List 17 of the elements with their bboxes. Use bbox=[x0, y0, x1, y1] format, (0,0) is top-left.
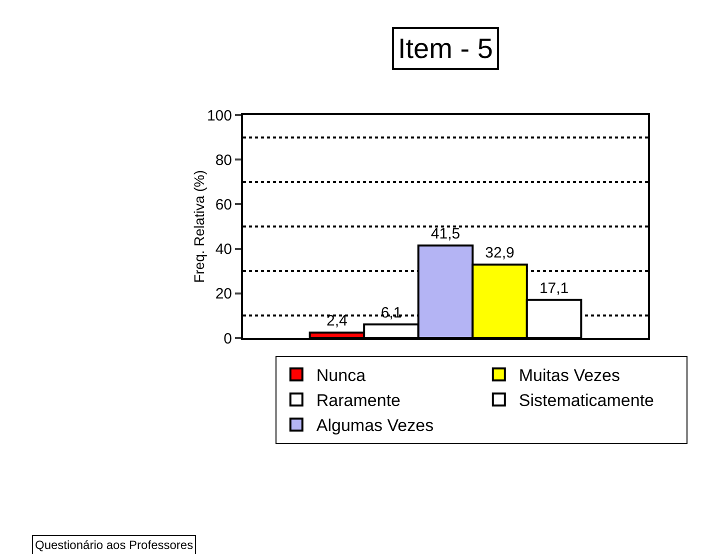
legend-label: Algumas Vezes bbox=[316, 416, 434, 436]
y-tick-label: 60 bbox=[215, 196, 232, 214]
chart-title: Item - 5 bbox=[398, 33, 493, 64]
data-label: 17,1 bbox=[539, 280, 569, 297]
y-tick-label: 100 bbox=[206, 107, 232, 124]
legend-label: Muitas Vezes bbox=[518, 366, 620, 386]
legend-label: Sistematicamente bbox=[518, 391, 654, 410]
data-label: 32,9 bbox=[485, 244, 514, 262]
legend-label: Nunca bbox=[316, 366, 366, 386]
data-label: 41,5 bbox=[430, 225, 460, 242]
y-tick-label: 80 bbox=[215, 152, 232, 169]
text: Questionário aos Professores bbox=[35, 538, 194, 552]
legend-label: Raramente bbox=[316, 391, 401, 410]
y-tick-label: 0 bbox=[224, 330, 232, 348]
y-tick-label: 40 bbox=[215, 241, 232, 258]
y-axis-title: Freq. Relativa (%) bbox=[191, 170, 207, 283]
y-tick-label: 20 bbox=[215, 286, 232, 303]
